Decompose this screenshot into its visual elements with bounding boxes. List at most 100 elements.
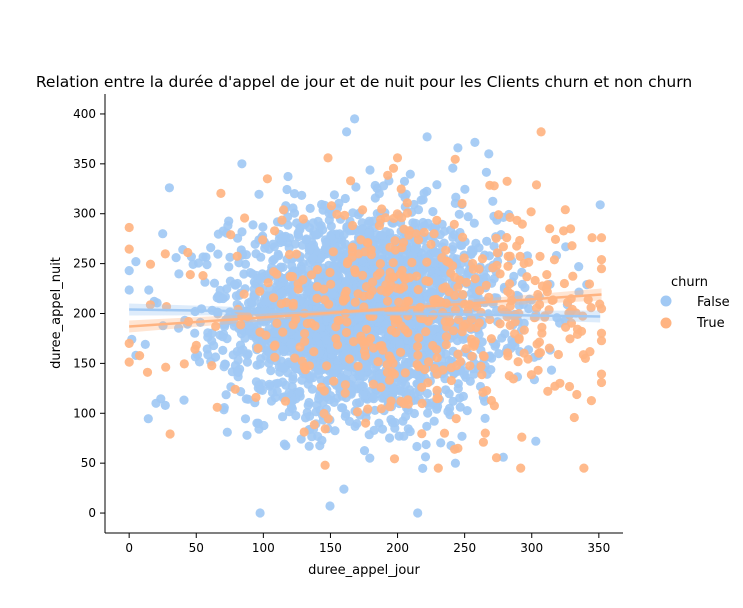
scatter-point <box>399 224 409 234</box>
scatter-point <box>451 361 462 371</box>
scatter-point <box>480 413 490 423</box>
scatter-point <box>375 259 385 269</box>
y-tick-label: 400 <box>73 107 96 121</box>
x-axis-label: duree_appel_jour <box>308 563 420 578</box>
x-tick-label: 250 <box>453 541 476 555</box>
regression-line <box>129 308 601 318</box>
scatter-point <box>453 314 464 325</box>
scatter-point <box>484 292 494 302</box>
scatter-point <box>441 282 451 292</box>
scatter-point <box>161 362 171 372</box>
scatter-point <box>414 362 424 372</box>
scatter-point <box>432 180 442 190</box>
scatter-point <box>233 233 243 243</box>
scatter-point <box>336 253 346 263</box>
scatter-point <box>455 275 465 285</box>
scatter-point <box>414 256 424 266</box>
scatter-point <box>304 441 314 451</box>
scatter-point <box>342 317 352 327</box>
scatter-point <box>394 431 404 441</box>
scatter-point <box>404 296 414 306</box>
scatter-point <box>303 379 313 389</box>
scatter-point <box>278 412 288 422</box>
scatter-point <box>198 271 208 281</box>
legend-label-true: True <box>696 316 725 331</box>
scatter-point <box>267 387 278 398</box>
scatter-point <box>255 508 265 518</box>
scatter-point <box>160 249 170 259</box>
scatter-point <box>500 329 510 339</box>
scatter-point <box>364 336 374 347</box>
scatter-point <box>346 176 356 186</box>
scatter-point <box>469 218 479 228</box>
scatter-point <box>273 378 283 388</box>
scatter-point <box>498 242 508 252</box>
scatter-point <box>474 243 484 253</box>
scatter-point <box>553 349 564 360</box>
scatter-point <box>191 340 201 350</box>
scatter-point <box>561 322 571 332</box>
scatter-point <box>326 279 336 289</box>
legend-marker-true <box>660 317 672 329</box>
scatter-point <box>248 220 258 230</box>
scatter-point <box>342 127 352 137</box>
scatter-point <box>405 273 415 283</box>
scatter-point <box>537 322 547 332</box>
scatter-point <box>244 320 254 330</box>
scatter-point <box>319 408 329 419</box>
y-tick-label: 50 <box>81 456 96 470</box>
scatter-point <box>596 264 607 274</box>
scatter-point <box>422 186 432 196</box>
scatter-point <box>398 416 408 426</box>
scatter-point <box>298 275 308 285</box>
scatter-point <box>515 251 525 261</box>
scatter-point <box>421 327 431 337</box>
scatter-point <box>383 296 393 306</box>
scatter-point <box>140 339 150 349</box>
scatter-point <box>432 385 442 395</box>
scatter-point <box>260 243 270 253</box>
scatter-point <box>462 406 472 416</box>
scatter-point <box>444 355 454 365</box>
scatter-point <box>344 416 355 426</box>
scatter-point <box>373 293 383 303</box>
scatter-point <box>568 271 578 281</box>
scatter-point <box>277 215 287 225</box>
scatter-point <box>480 428 490 438</box>
scatter-point <box>334 198 344 208</box>
scatter-point <box>143 414 153 424</box>
scatter-point <box>346 361 356 372</box>
scatter-point <box>418 195 428 205</box>
scatter-point <box>535 251 545 261</box>
scatter-point <box>450 154 460 164</box>
scatter-point <box>433 463 443 473</box>
scatter-point <box>298 214 308 224</box>
scatter-point <box>477 370 487 380</box>
scatter-point <box>340 193 350 204</box>
scatter-point <box>423 408 433 418</box>
scatter-point <box>596 328 607 338</box>
scatter-point <box>224 262 234 272</box>
scatter-point <box>414 333 424 343</box>
scatter-point <box>373 357 383 367</box>
x-tick-label: 350 <box>587 541 610 555</box>
scatter-point <box>586 396 597 406</box>
scatter-point <box>278 205 289 215</box>
scatter-point <box>299 427 309 437</box>
scatter-point <box>484 251 494 261</box>
scatter-point <box>544 305 554 315</box>
scatter-point <box>390 236 400 246</box>
scatter-point <box>453 349 463 359</box>
scatter-point <box>422 421 432 431</box>
scatter-point <box>563 297 573 307</box>
scatter-point <box>305 203 315 213</box>
scatter-point <box>380 213 391 223</box>
scatter-point <box>453 384 463 394</box>
scatter-point <box>419 221 429 231</box>
scatter-point <box>232 251 242 261</box>
scatter-point <box>385 242 395 252</box>
scatter-point <box>282 184 292 195</box>
scatter-point <box>436 438 446 448</box>
scatter-point <box>291 249 301 259</box>
